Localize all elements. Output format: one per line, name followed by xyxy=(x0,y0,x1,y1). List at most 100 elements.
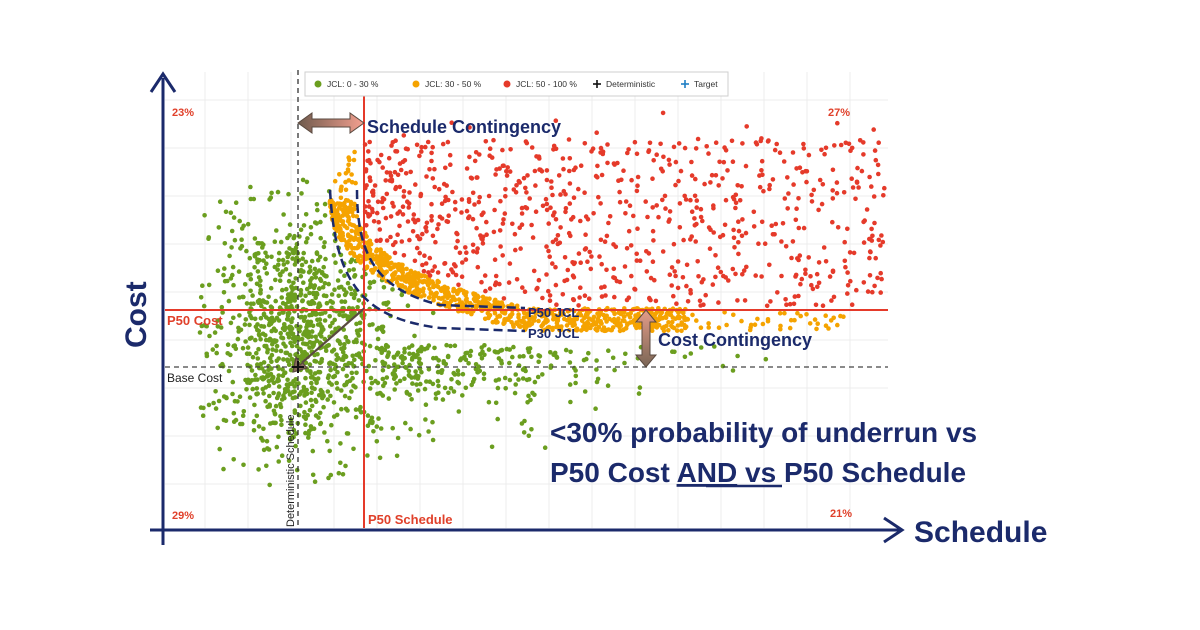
scatter-point-jcl-50-100 xyxy=(441,181,447,187)
scatter-point-jcl-0-30 xyxy=(385,352,391,358)
scatter-point-jcl-0-30 xyxy=(343,334,349,340)
scatter-point-jcl-0-30 xyxy=(322,336,328,342)
scatter-point-jcl-50-100 xyxy=(388,234,393,240)
scatter-point-jcl-0-30 xyxy=(290,331,296,337)
scatter-point-jcl-0-30 xyxy=(344,379,350,385)
scatter-point-jcl-0-30 xyxy=(486,399,492,405)
scatter-point-jcl-50-100 xyxy=(563,209,568,215)
scatter-point-jcl-30-50 xyxy=(378,266,383,271)
scatter-point-jcl-30-50 xyxy=(335,208,340,213)
scatter-point-jcl-0-30 xyxy=(407,373,412,379)
scatter-point-jcl-30-50 xyxy=(345,219,351,224)
scatter-point-jcl-0-30 xyxy=(460,393,465,398)
scatter-point-jcl-50-100 xyxy=(809,192,814,198)
scatter-point-jcl-50-100 xyxy=(861,280,867,285)
scatter-point-jcl-0-30 xyxy=(292,389,297,394)
scatter-point-jcl-30-50 xyxy=(338,227,343,233)
scatter-point-jcl-50-100 xyxy=(540,295,545,301)
scatter-point-jcl-0-30 xyxy=(241,409,247,414)
scatter-point-jcl-30-50 xyxy=(760,321,766,327)
scatter-point-jcl-50-100 xyxy=(524,190,529,195)
scatter-point-jcl-50-100 xyxy=(695,259,700,264)
scatter-point-jcl-50-100 xyxy=(660,110,666,116)
p50-cost-label: P50 Cost xyxy=(167,313,223,328)
scatter-point-jcl-0-30 xyxy=(217,446,222,452)
scatter-point-jcl-0-30 xyxy=(228,352,233,358)
scatter-point-jcl-0-30 xyxy=(289,284,294,289)
scatter-point-jcl-0-30 xyxy=(233,346,239,352)
scatter-point-jcl-30-50 xyxy=(349,210,355,215)
scatter-point-jcl-0-30 xyxy=(280,287,285,293)
scatter-point-jcl-50-100 xyxy=(739,233,745,239)
scatter-point-jcl-50-100 xyxy=(427,273,433,278)
scatter-point-jcl-50-100 xyxy=(849,145,855,151)
scatter-point-jcl-50-100 xyxy=(656,214,661,220)
scatter-point-jcl-0-30 xyxy=(351,364,357,369)
scatter-point-jcl-0-30 xyxy=(241,462,246,468)
scatter-point-jcl-0-30 xyxy=(540,372,545,377)
scatter-point-jcl-0-30 xyxy=(341,345,347,350)
scatter-point-jcl-0-30 xyxy=(264,254,270,259)
scatter-point-jcl-30-50 xyxy=(828,318,834,323)
scatter-point-jcl-50-100 xyxy=(804,179,809,185)
scatter-point-jcl-50-100 xyxy=(869,238,875,243)
scatter-point-jcl-30-50 xyxy=(345,243,350,248)
scatter-point-jcl-50-100 xyxy=(849,302,855,308)
scatter-point-jcl-0-30 xyxy=(243,339,248,344)
scatter-point-jcl-50-100 xyxy=(634,151,640,157)
scatter-point-jcl-50-100 xyxy=(475,264,481,270)
scatter-point-jcl-50-100 xyxy=(563,192,568,197)
scatter-point-jcl-50-100 xyxy=(366,199,371,204)
scatter-point-jcl-30-50 xyxy=(815,321,820,327)
scatter-point-jcl-0-30 xyxy=(332,373,338,379)
scatter-point-jcl-0-30 xyxy=(510,354,515,360)
scatter-point-jcl-0-30 xyxy=(252,316,258,322)
scatter-point-jcl-50-100 xyxy=(845,270,850,275)
scatter-point-jcl-50-100 xyxy=(653,298,659,304)
scatter-point-jcl-50-100 xyxy=(466,199,472,205)
scatter-point-jcl-0-30 xyxy=(201,303,207,309)
scatter-point-jcl-0-30 xyxy=(338,441,343,446)
scatter-point-jcl-50-100 xyxy=(388,173,394,179)
scatter-point-jcl-50-100 xyxy=(816,260,822,265)
scatter-point-jcl-30-50 xyxy=(443,288,449,293)
scatter-point-jcl-50-100 xyxy=(379,199,385,205)
scatter-point-jcl-30-50 xyxy=(559,324,564,329)
scatter-point-jcl-0-30 xyxy=(342,382,347,388)
scatter-point-jcl-0-30 xyxy=(414,382,419,387)
scatter-point-jcl-0-30 xyxy=(395,435,401,441)
scatter-point-jcl-30-50 xyxy=(637,325,642,330)
scatter-point-jcl-50-100 xyxy=(401,133,407,138)
scatter-point-jcl-0-30 xyxy=(493,349,499,355)
scatter-point-jcl-0-30 xyxy=(278,273,283,278)
scatter-point-jcl-30-50 xyxy=(628,310,633,316)
scatter-point-jcl-0-30 xyxy=(252,236,258,241)
scatter-point-jcl-0-30 xyxy=(605,383,611,389)
scatter-point-jcl-50-100 xyxy=(553,282,559,288)
scatter-point-jcl-0-30 xyxy=(318,219,323,225)
scatter-point-jcl-0-30 xyxy=(249,368,255,373)
scatter-point-jcl-50-100 xyxy=(550,192,555,198)
scatter-point-jcl-50-100 xyxy=(675,285,681,291)
scatter-point-jcl-50-100 xyxy=(814,271,820,277)
scatter-point-jcl-0-30 xyxy=(327,314,333,319)
scatter-point-jcl-50-100 xyxy=(423,261,429,266)
scatter-point-jcl-0-30 xyxy=(536,353,541,358)
scatter-point-jcl-30-50 xyxy=(431,298,436,303)
scatter-point-jcl-50-100 xyxy=(646,251,652,256)
scatter-point-jcl-0-30 xyxy=(670,349,675,355)
legend: JCL: 0 - 30 % JCL: 30 - 50 % JCL: 50 - 1… xyxy=(304,71,729,97)
scatter-point-jcl-0-30 xyxy=(517,354,523,359)
scatter-point-jcl-0-30 xyxy=(307,290,312,296)
scatter-point-jcl-50-100 xyxy=(560,156,566,161)
scatter-point-jcl-50-100 xyxy=(700,218,705,224)
scatter-point-jcl-0-30 xyxy=(424,345,430,351)
scatter-point-jcl-50-100 xyxy=(446,213,452,218)
scatter-point-jcl-30-50 xyxy=(459,305,465,310)
scatter-point-jcl-0-30 xyxy=(353,385,358,390)
scatter-point-jcl-30-50 xyxy=(544,311,549,317)
scatter-point-jcl-0-30 xyxy=(239,237,244,242)
scatter-point-jcl-0-30 xyxy=(402,376,407,382)
scatter-point-jcl-50-100 xyxy=(470,242,476,248)
scatter-point-jcl-0-30 xyxy=(313,295,319,301)
